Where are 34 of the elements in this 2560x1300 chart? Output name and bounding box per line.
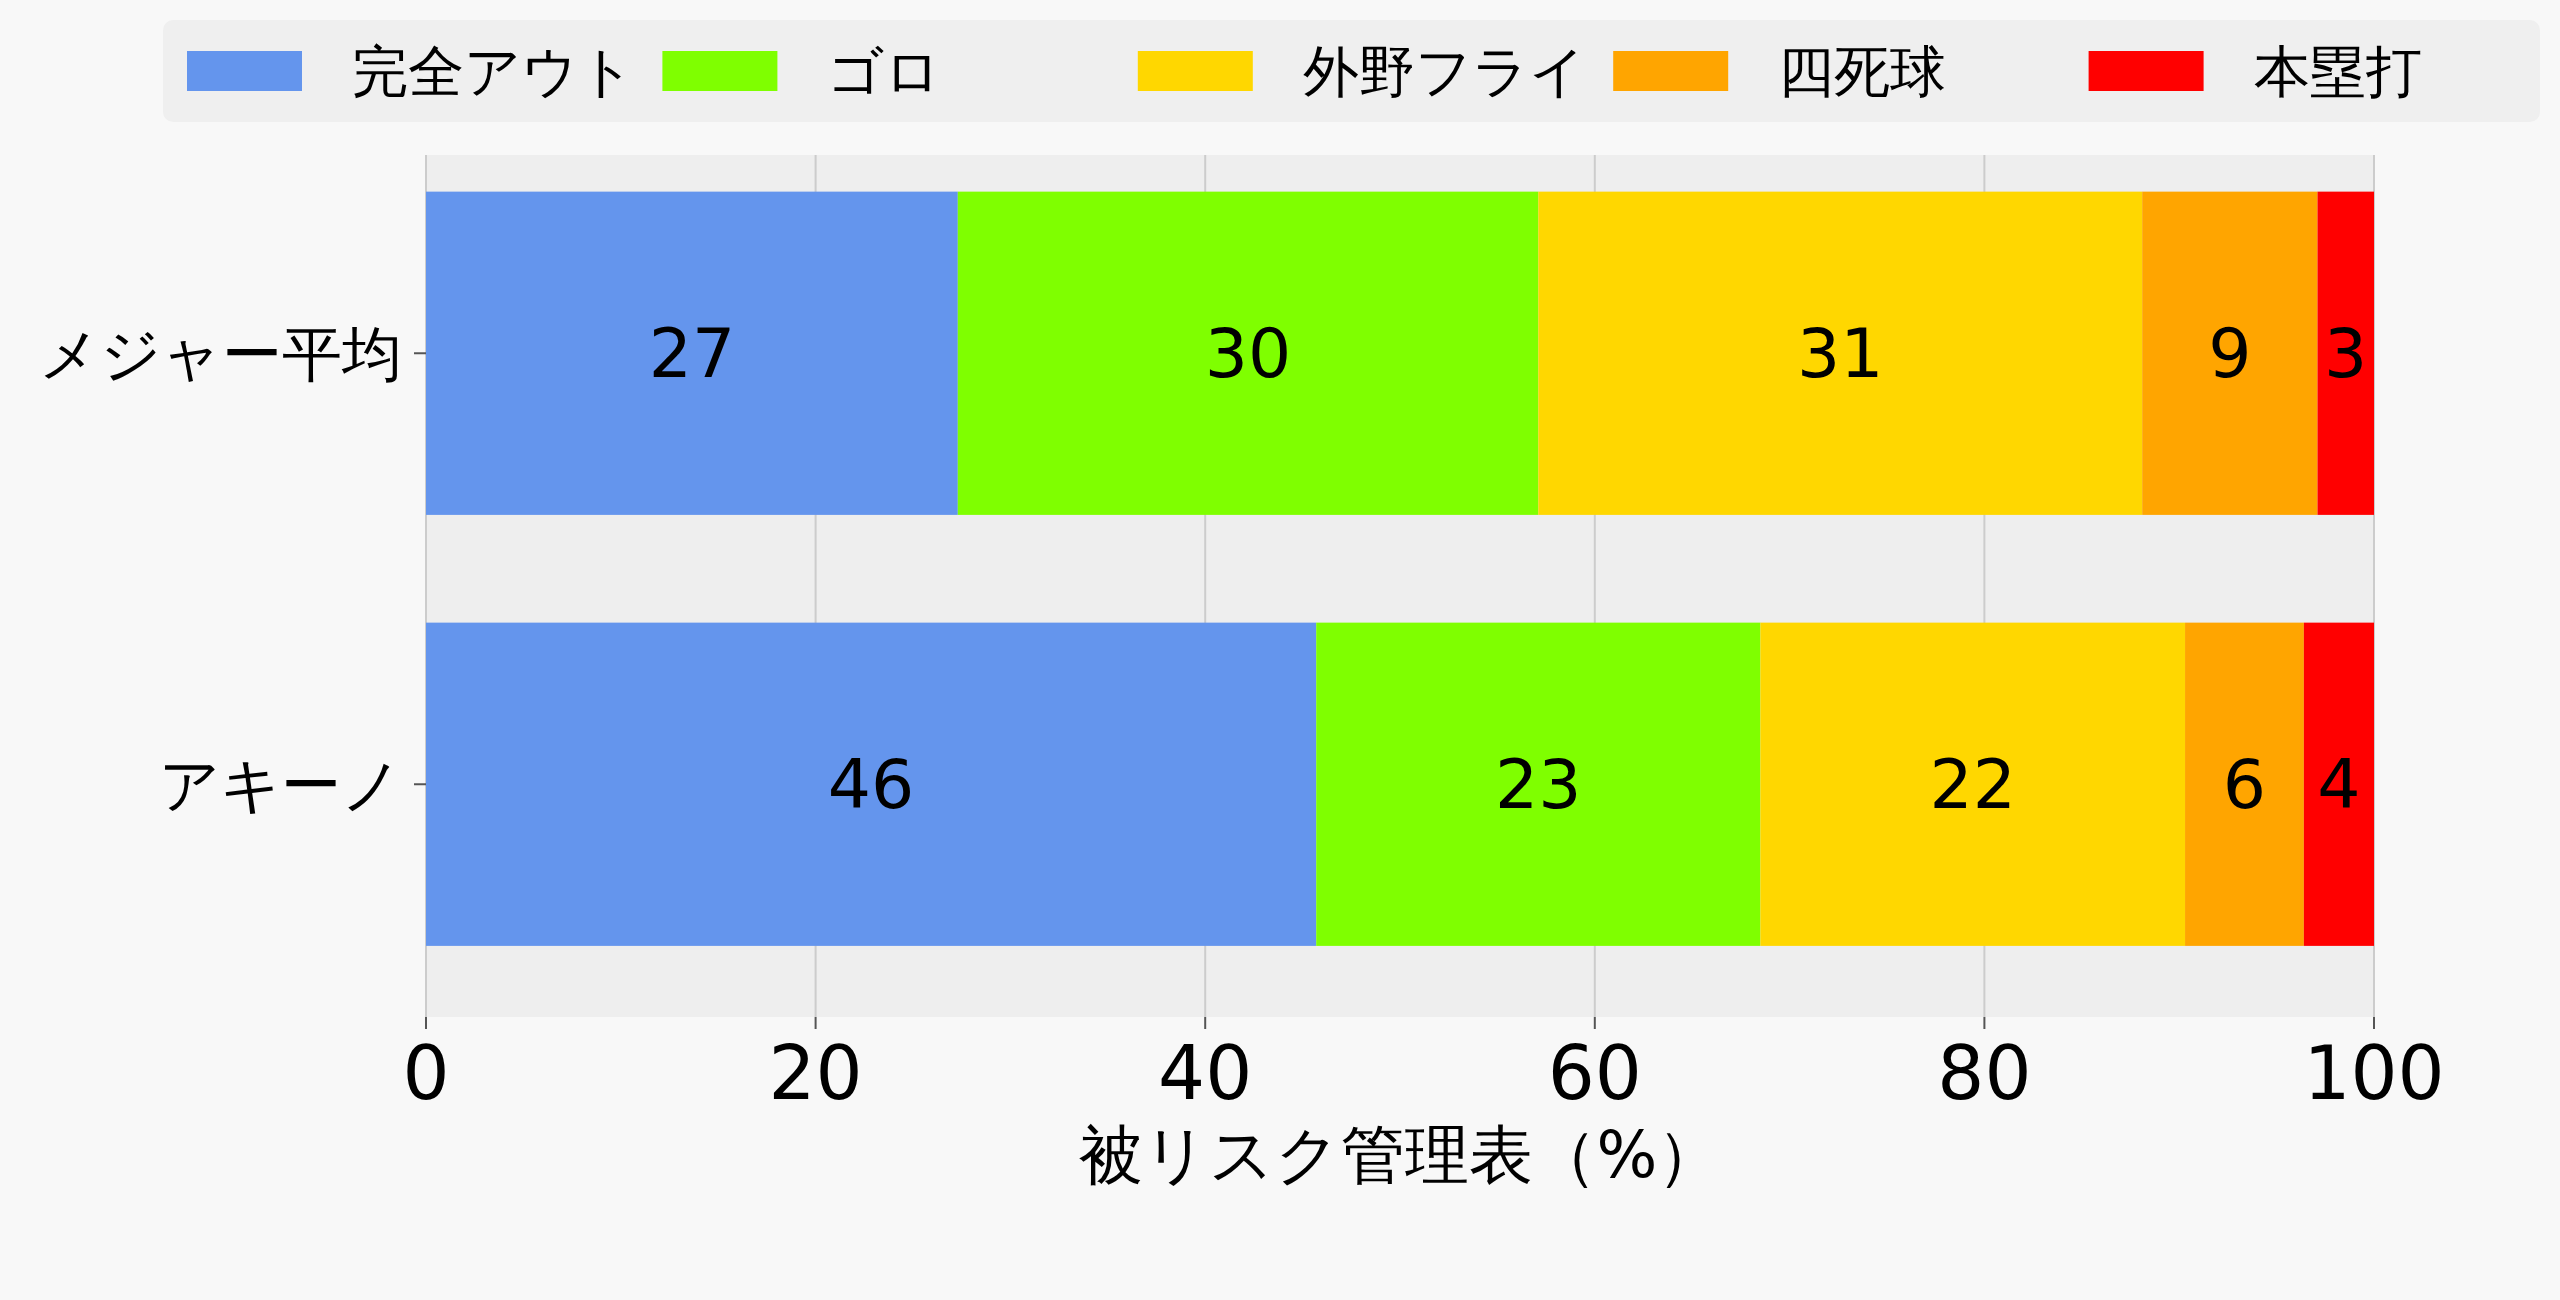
x-tick-label: 60 — [1547, 1030, 1642, 1116]
x-tick-label: 20 — [768, 1030, 863, 1116]
data-label: 46 — [827, 745, 915, 825]
data-label: 30 — [1204, 314, 1292, 394]
data-label: 3 — [2324, 314, 2368, 394]
data-label: 23 — [1495, 745, 1582, 825]
bar — [2185, 622, 2304, 946]
data-label: 4 — [2317, 745, 2361, 825]
bar — [2303, 622, 2374, 946]
x-tick-label: 40 — [1158, 1030, 1253, 1116]
data-label: 27 — [648, 314, 736, 394]
x-tick-label: 80 — [1937, 1030, 2032, 1116]
bar — [2142, 191, 2318, 515]
x-axis-title: 被リスク管理表（%） — [1078, 1118, 1722, 1192]
legend-label: 四死球 — [1778, 39, 1947, 104]
bar — [957, 191, 1539, 515]
data-label: 22 — [1929, 745, 2016, 825]
bar — [426, 622, 1317, 946]
y-tick-label: メジャー平均 — [39, 319, 402, 390]
data-label: 31 — [1796, 314, 1884, 394]
legend-label: 完全アウト — [352, 39, 635, 104]
y-tick-label: アキーノ — [159, 750, 402, 821]
bar — [2317, 191, 2374, 515]
data-label: 9 — [2208, 314, 2252, 394]
legend-label: ゴロ — [827, 39, 942, 104]
bar — [1316, 622, 1761, 946]
legend-label: 本塁打 — [2253, 39, 2422, 104]
bar — [1760, 622, 2186, 946]
x-tick-label: 0 — [402, 1030, 450, 1116]
bar — [1538, 191, 2143, 515]
x-tick-label: 100 — [2303, 1030, 2445, 1116]
bar — [426, 191, 958, 515]
legend-label: 外野フライ — [1302, 39, 1586, 104]
data-label: 6 — [2222, 745, 2267, 825]
